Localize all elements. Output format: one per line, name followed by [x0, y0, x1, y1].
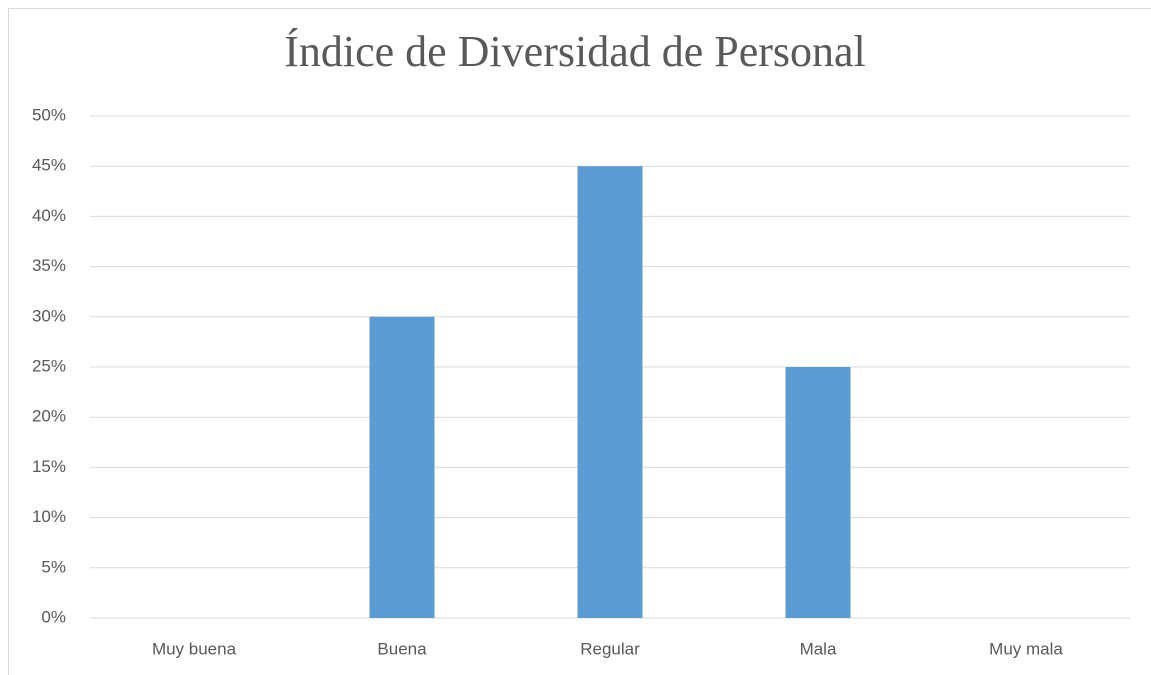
chart-title: Índice de Diversidad de Personal	[284, 27, 866, 76]
y-tick-label: 25%	[32, 356, 66, 375]
bar	[369, 316, 435, 618]
y-tick-label: 35%	[32, 256, 66, 275]
y-tick-label: 30%	[32, 306, 66, 325]
x-tick-label: Muy buena	[152, 639, 237, 658]
chart-border	[8, 8, 1151, 675]
bar	[577, 166, 643, 618]
x-tick-label: Buena	[377, 639, 427, 658]
y-tick-label: 5%	[41, 557, 66, 576]
y-tick-label: 15%	[32, 457, 66, 476]
y-tick-label: 20%	[32, 407, 66, 426]
y-tick-label: 50%	[32, 105, 66, 124]
y-tick-label: 0%	[41, 607, 66, 626]
y-tick-label: 45%	[32, 156, 66, 175]
x-tick-label: Muy mala	[989, 639, 1063, 658]
x-tick-label: Mala	[800, 639, 837, 658]
y-tick-label: 40%	[32, 206, 66, 225]
bar	[785, 367, 851, 618]
y-tick-label: 10%	[32, 507, 66, 526]
x-tick-label: Regular	[580, 639, 640, 658]
